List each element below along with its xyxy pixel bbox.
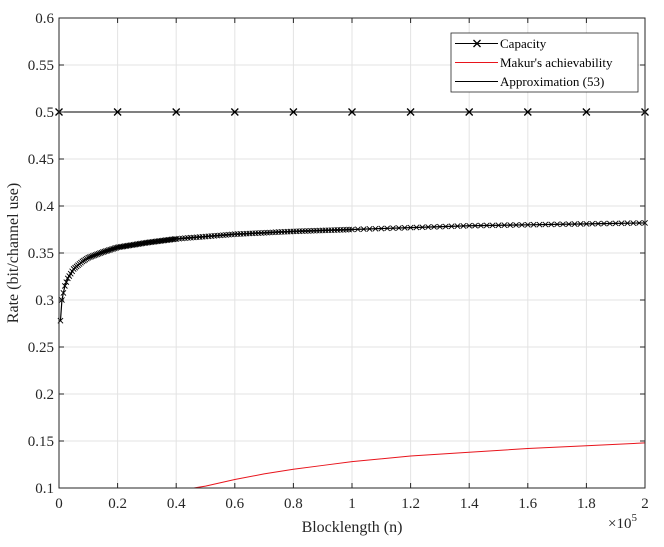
y-tick-label: 0.55	[28, 58, 54, 74]
y-tick-label: 0.45	[28, 152, 54, 168]
tick-labels: 0 0.2 0.4 0.6 0.8 1 1.2 1.4 1.6 1.8 2 0.1 0.15 0.2 0.2…	[28, 11, 649, 512]
y-axis-label: Rate (bit/channel use)	[5, 183, 22, 323]
legend: Capacity Makur's achievability Approxima…	[450, 32, 639, 93]
x-tick-label: 1.6	[518, 496, 537, 512]
series-marker-0	[582, 108, 591, 116]
legend-label-capacity: Capacity	[500, 36, 547, 51]
x-tick-label: 0.6	[225, 496, 244, 512]
series-0	[55, 108, 649, 116]
series-2	[59, 222, 646, 321]
y-tick-label: 0.3	[35, 293, 54, 309]
x-tick-label: 2	[641, 496, 649, 512]
legend-entry-capacity: Capacity	[455, 36, 547, 51]
legend-label-makur: Makur's achievability	[500, 55, 613, 70]
series-marker-0	[230, 108, 239, 116]
series-marker-0	[406, 108, 415, 116]
legend-label-approximation: Approximation (53)	[500, 74, 604, 89]
y-tick-label: 0.15	[28, 434, 54, 450]
series-layer	[55, 108, 649, 489]
series-1	[193, 442, 646, 489]
ticks	[58, 17, 646, 489]
x-tick-label: 0.2	[108, 496, 127, 512]
y-tick-label: 0.4	[35, 199, 54, 215]
x-tick-label: 0.4	[167, 496, 186, 512]
x-axis-label: Blocklength (n)	[302, 519, 403, 536]
y-tick-label: 0.25	[28, 340, 54, 356]
y-tick-label: 0.35	[28, 246, 54, 262]
y-tick-label: 0.1	[35, 481, 54, 497]
y-tick-label: 0.2	[35, 387, 54, 403]
series-marker-0	[348, 108, 356, 116]
x-tick-label: 1.4	[460, 496, 479, 512]
series-marker-0	[465, 108, 474, 116]
x-exponent-base: ×10	[608, 516, 631, 532]
legend-entry-makur: Makur's achievability	[455, 55, 613, 70]
legend-marker-capacity	[473, 39, 481, 48]
series-line-2	[59, 222, 646, 321]
series-marker-0	[113, 108, 122, 116]
x-tick-label: 1	[348, 496, 356, 512]
x-tick-label: 1.2	[401, 496, 420, 512]
x-axis-exponent: ×105	[608, 512, 637, 532]
series-marker-0	[523, 108, 532, 116]
x-exponent-power: 5	[631, 512, 637, 524]
y-tick-label: 0.6	[35, 11, 54, 27]
series-line-1	[193, 442, 646, 489]
y-tick-label: 0.5	[35, 105, 54, 121]
x-tick-label: 0	[55, 496, 63, 512]
x-tick-label: 1.8	[577, 496, 596, 512]
series-marker-0	[289, 108, 298, 116]
series-marker-0	[172, 108, 181, 116]
legend-entry-approximation: Approximation (53)	[455, 74, 604, 89]
x-tick-label: 0.8	[284, 496, 303, 512]
